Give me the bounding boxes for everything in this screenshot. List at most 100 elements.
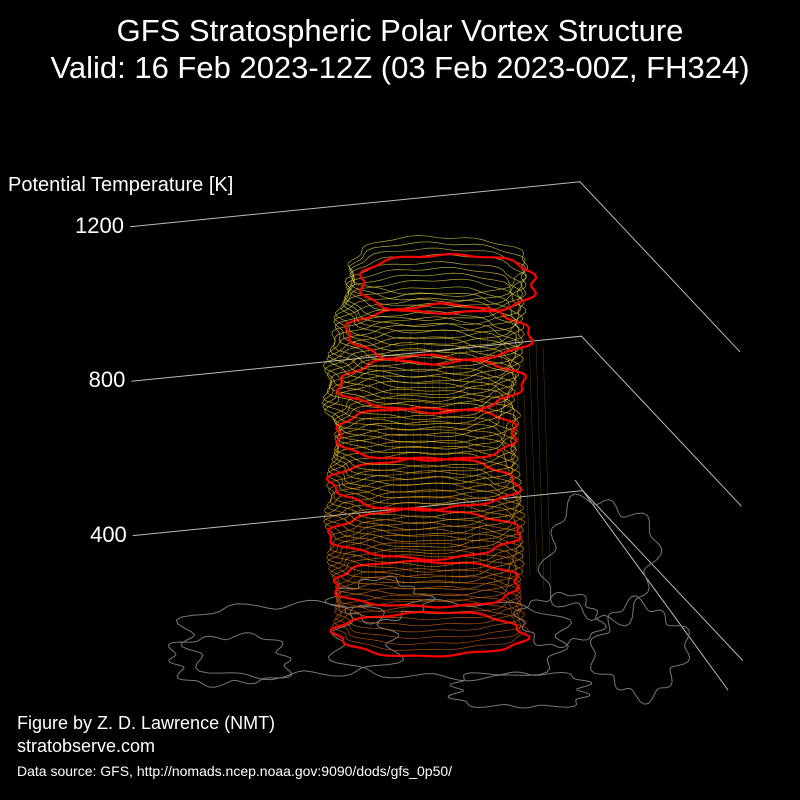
vortex-contour-950 (344, 261, 523, 321)
vortex-contour-800 (324, 342, 520, 402)
vortex-contour-600 (326, 452, 522, 505)
highlight-contour-400 (332, 559, 521, 609)
surface-hatch (479, 329, 489, 573)
highlight-contour-500 (326, 506, 522, 562)
highlight-contour-300 (329, 610, 531, 658)
vortex-isosurface (321, 235, 552, 658)
vortex-contour-400 (332, 554, 521, 603)
surface-hatch (409, 329, 419, 582)
vortex-contour-1000 (347, 235, 528, 297)
surface-hatch (486, 333, 496, 591)
vortex-contour-1000 (349, 247, 527, 309)
z-tick-800: 800 (88, 367, 126, 393)
surface-hatch (521, 333, 531, 576)
vortex-contour-750 (321, 368, 516, 426)
surface-hatch (451, 333, 461, 585)
surface-hatch (339, 329, 349, 591)
website-credit: stratobserve.com (17, 736, 156, 756)
vortex-contour-550 (328, 470, 520, 524)
vortex-contour-1000 (348, 241, 527, 303)
vortex-contour-450 (326, 528, 525, 578)
vortex-contour-350 (334, 580, 522, 627)
z-tick-400: 400 (90, 521, 127, 547)
vortex-contour-950 (340, 278, 527, 340)
vortex-contour-550 (326, 476, 522, 531)
surface-hatch (465, 341, 475, 579)
chart-title-line-2: Valid: 16 Feb 2023-12Z (03 Feb 2023-00Z,… (50, 50, 750, 85)
surface-hatch (500, 341, 510, 585)
surface-hatch (353, 337, 363, 585)
surface-hatch (423, 337, 433, 576)
grid-line-1200 (129, 181, 741, 353)
highlight-contour-600 (325, 456, 524, 512)
vortex-contour-600 (329, 439, 519, 493)
surface-hatch (346, 333, 356, 588)
coastline-7 (447, 671, 593, 709)
data-source: Data source: GFS, http://nomads.ncep.noa… (17, 763, 453, 779)
vortex-contour-850 (329, 316, 521, 378)
surface-hatch (514, 329, 524, 579)
coastline-1 (327, 598, 573, 682)
highlight-contour-1000 (358, 252, 538, 316)
surface-hatch (360, 341, 370, 582)
vortex-contour-550 (324, 482, 524, 536)
vortex-contour-400 (330, 548, 524, 596)
coastline-3 (589, 595, 691, 705)
vortex-contour-300 (334, 593, 526, 639)
surface-hatch (381, 333, 391, 573)
surface-hatch (507, 345, 517, 582)
vortex-contour-900 (333, 292, 525, 352)
z-axis-label: Potential Temperature [K] (8, 174, 234, 196)
vortex-contour-450 (327, 521, 524, 573)
surface-hatch (528, 337, 538, 573)
vortex-contour-850 (327, 322, 523, 384)
z-tick-1200: 1200 (75, 212, 124, 238)
surface-hatch (430, 341, 440, 573)
surface-hatch (388, 337, 398, 591)
vortex-contour-350 (334, 568, 522, 615)
coastline-0 (175, 599, 405, 681)
surface-hatch (402, 345, 412, 585)
vortex-contour-500 (323, 490, 526, 542)
surface-hatch (367, 345, 377, 579)
vortex-contour-900 (333, 297, 525, 359)
vortex-contour-600 (327, 446, 521, 499)
vortex-contour-400 (328, 542, 526, 590)
surface-hatch (542, 345, 552, 588)
floor-edge (574, 479, 729, 691)
vortex-contour-650 (332, 426, 518, 480)
vortex-contour-750 (322, 362, 515, 421)
vortex-contour-800 (326, 347, 517, 409)
vortex-contour-700 (335, 400, 518, 456)
surface-hatch (493, 337, 503, 588)
coastline-4 (324, 575, 436, 625)
surface-hatch (437, 345, 447, 591)
vortex-contour-450 (326, 535, 524, 584)
surface-hatch (472, 345, 482, 576)
vortex-contour-550 (325, 464, 522, 518)
highlight-contour-800 (336, 353, 528, 415)
surface-hatch (458, 337, 468, 582)
vortex-contour-500 (324, 502, 525, 555)
vortex-contour-350 (333, 586, 523, 633)
vortex-contour-950 (343, 267, 524, 327)
vortex-contour-800 (322, 337, 521, 396)
coastline-5 (513, 591, 607, 649)
coastlines (168, 493, 691, 709)
coastline-6 (168, 632, 292, 688)
surface-hatch (395, 341, 405, 588)
figure-credit: Figure by Z. D. Lawrence (NMT) (17, 713, 276, 733)
vortex-contour-750 (322, 375, 516, 431)
highlight-contour-900 (344, 302, 534, 366)
vortex-contour-500 (323, 496, 526, 548)
coastline-2 (537, 493, 663, 627)
vortex-contour-900 (334, 286, 524, 346)
surface-hatch (416, 333, 426, 579)
surface-hatch (374, 329, 384, 576)
surface-hatch (535, 341, 545, 591)
vortex-contour-950 (342, 272, 525, 334)
surface-hatch (444, 329, 454, 588)
grid-line-800 (131, 335, 742, 507)
axis-grid (129, 181, 744, 691)
